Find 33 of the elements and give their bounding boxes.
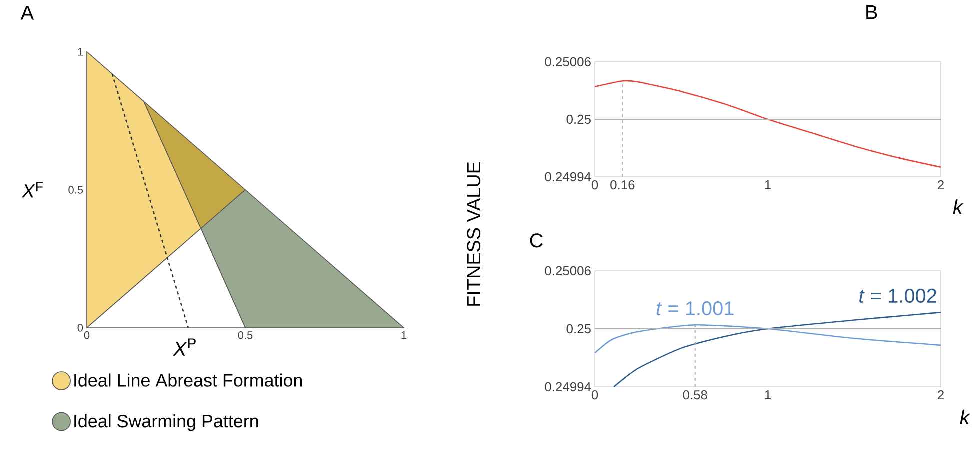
x-tick-label: 0: [592, 390, 598, 400]
legend-label: Ideal Swarming Pattern: [74, 414, 258, 432]
y-tick-label: 0.25006: [545, 266, 591, 276]
x-tick-label: 0: [84, 332, 90, 340]
x-tick-label: 1: [765, 180, 771, 190]
chart-title: B: [866, 5, 878, 20]
x-tick-label: 1: [402, 332, 407, 340]
x-tick-label: 2: [938, 180, 944, 190]
x-tick-label: 0.16: [610, 180, 635, 190]
y-tick-label: 0.25006: [545, 57, 591, 67]
series-label: t = 1.001: [656, 302, 734, 316]
chart-title: C: [530, 234, 543, 248]
x-axis-title: k: [953, 200, 964, 214]
legend-label: Ideal Line Abreast Formation: [74, 374, 302, 387]
y-tick-label: 0.25: [566, 114, 591, 124]
chart-title: A: [20, 6, 34, 20]
x-tick-label: 2: [938, 390, 944, 400]
y-axis-title: FITNESS VALUE: [467, 162, 481, 306]
line-series: [594, 80, 942, 168]
line-series: [594, 324, 942, 354]
y-tick-label: 0.25: [566, 324, 591, 334]
x-tick-label: 1: [765, 390, 771, 400]
x-tick-label: 0.5: [238, 332, 253, 340]
x-tick-label: 0: [592, 180, 598, 190]
x-axis-title: k: [960, 410, 971, 424]
y-tick-label: 1: [78, 48, 83, 56]
y-tick-label: 0: [78, 324, 84, 332]
series-label: t = 1.002: [860, 288, 936, 304]
y-tick-label: 0.24994: [545, 382, 592, 392]
x-tick-label: 0.58: [683, 390, 708, 400]
y-axis-title: X$^{F}$: [22, 182, 43, 198]
y-tick-label: 0.24994: [545, 172, 592, 182]
x-axis-title: X$^{P}$: [173, 338, 196, 356]
